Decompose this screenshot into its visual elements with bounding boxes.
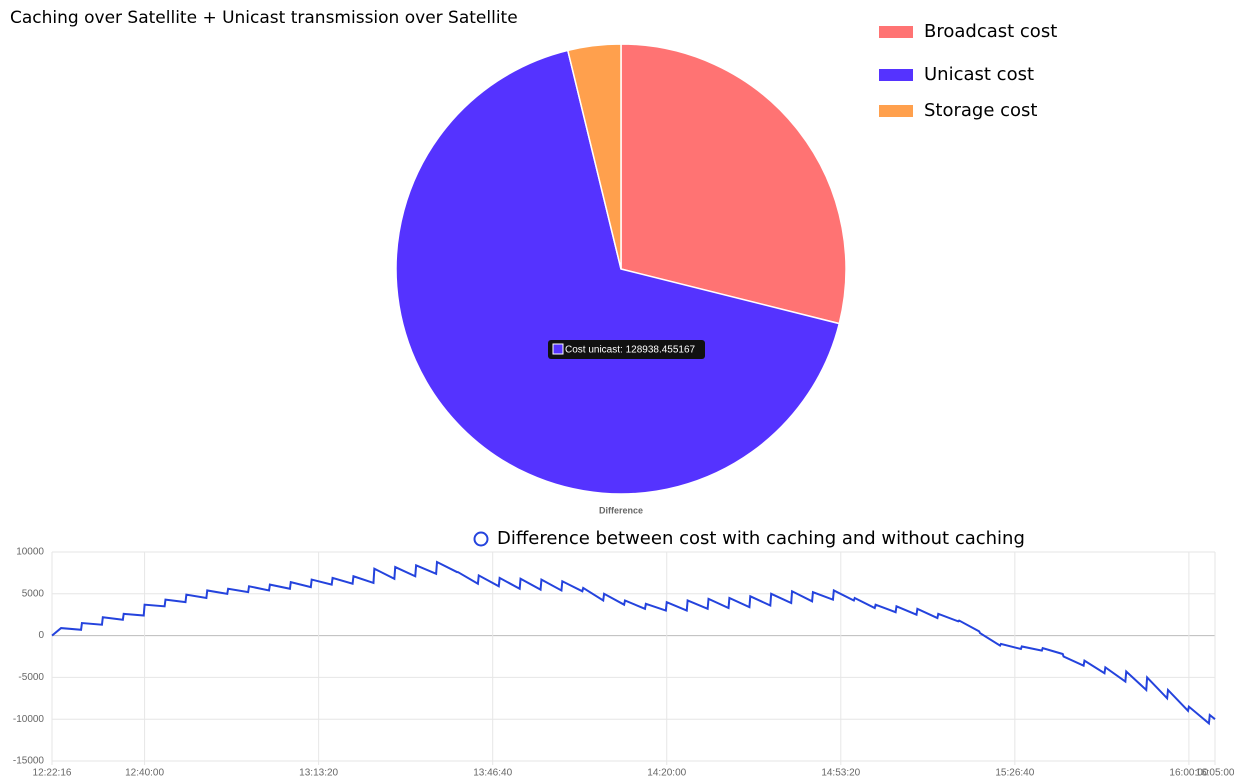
x-tick-label: 15:26:40 — [995, 768, 1034, 779]
legend-marker — [473, 531, 489, 547]
tooltip-box — [548, 340, 705, 359]
legend-swatch — [879, 26, 913, 38]
x-tick-label: 13:13:20 — [299, 768, 338, 779]
x-tick-label: 14:20:00 — [647, 768, 686, 779]
x-tick-label: 16:05:00 — [1196, 768, 1235, 779]
legend-label: Difference between cost with caching and… — [497, 528, 1025, 549]
legend-swatch — [879, 105, 913, 117]
y-tick-label: 10000 — [16, 547, 44, 558]
pie-slice — [395, 49, 841, 495]
legend-swatch — [879, 69, 913, 81]
legend-label: Storage cost — [924, 100, 1038, 121]
y-tick-label: 0 — [38, 630, 44, 641]
pie-slice — [620, 43, 847, 325]
pie-label: Difference — [599, 505, 643, 515]
y-tick-label: 5000 — [22, 588, 45, 599]
tooltip-text: Cost unicast: 128938.455167 — [565, 345, 696, 356]
y-tick-label: -15000 — [13, 756, 45, 767]
x-tick-label: 16:00:00 — [1169, 768, 1208, 779]
pie-slice — [566, 43, 622, 270]
x-tick-label: 12:22:16 — [33, 768, 72, 779]
tooltip-swatch — [552, 343, 564, 355]
legend-label: Broadcast cost — [924, 21, 1057, 42]
line-series — [51, 560, 1216, 726]
x-tick-label: 14:53:20 — [821, 768, 860, 779]
y-tick-label: -5000 — [18, 672, 44, 683]
legend-label: Unicast cost — [924, 64, 1034, 85]
x-tick-label: 12:40:00 — [125, 768, 164, 779]
x-tick-label: 13:46:40 — [473, 768, 512, 779]
y-tick-label: -10000 — [13, 714, 45, 725]
pie-title: Caching over Satellite + Unicast transmi… — [10, 8, 518, 28]
